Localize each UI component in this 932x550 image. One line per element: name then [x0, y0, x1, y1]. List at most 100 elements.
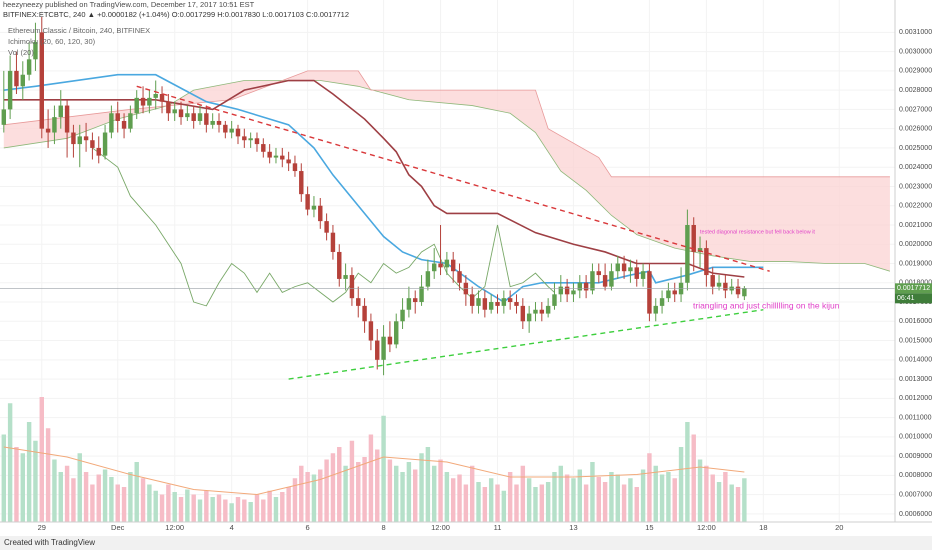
- candle-body: [83, 136, 89, 141]
- volume-bar: [204, 490, 209, 522]
- candle-body: [58, 105, 63, 118]
- volume-bar: [571, 478, 576, 522]
- candle-body: [337, 251, 342, 279]
- volume-bar: [159, 494, 165, 522]
- volume-bar: [254, 494, 260, 522]
- volume-bar: [704, 465, 709, 522]
- volume-bar: [564, 474, 570, 522]
- cloud: [3, 70, 890, 272]
- candle-body: [77, 136, 82, 145]
- volume-bar: [476, 482, 481, 522]
- countdown-box: [895, 293, 932, 304]
- y-tick-label: 0.0010000: [899, 434, 932, 441]
- volume-bar: [678, 447, 684, 522]
- x-tick-label: 13: [569, 523, 577, 532]
- candle-body: [419, 286, 424, 303]
- volume-bar: [172, 492, 177, 522]
- volume-bar: [20, 453, 26, 522]
- volume-bar: [349, 440, 355, 522]
- volume-bar: [394, 465, 399, 522]
- candle-body: [387, 336, 393, 345]
- volume-bar: [583, 484, 589, 522]
- trendline: [288, 309, 764, 380]
- volume-bar: [210, 497, 215, 522]
- volume-bar: [596, 477, 601, 522]
- y-tick-label: 0.0006000: [899, 511, 932, 518]
- candle-body: [647, 271, 652, 314]
- volume-bar: [134, 462, 139, 522]
- candle-body: [653, 305, 658, 314]
- x-tick-label: 15: [645, 523, 653, 532]
- candle-body: [375, 340, 380, 360]
- candle-body: [564, 286, 570, 295]
- candle-body: [90, 140, 95, 148]
- candle-body: [520, 305, 526, 322]
- volume-bar: [286, 487, 291, 522]
- volume-bar: [292, 478, 298, 522]
- candle-body: [204, 113, 209, 125]
- ticker-line: BITFINEX:ETCBTC, 240 ▲ +0.0000182 (+1.04…: [3, 10, 349, 19]
- candle-body: [349, 275, 355, 299]
- candle-body: [7, 70, 13, 110]
- volume-bar: [609, 472, 614, 522]
- volume-bar: [311, 474, 317, 522]
- candle-body: [52, 117, 57, 133]
- y-tick-label: 0.0024000: [899, 164, 932, 171]
- candle-body: [235, 128, 241, 137]
- volume-bar: [166, 484, 171, 522]
- volume-bar: [659, 474, 665, 522]
- volume-bar: [710, 474, 715, 522]
- publisher-line: heezyneezy published on TradingView.com,…: [3, 0, 255, 9]
- volume-bar: [356, 462, 361, 522]
- candle-body: [488, 302, 494, 310]
- candle-body: [425, 271, 431, 287]
- volume-bar: [425, 447, 431, 522]
- candle-body: [356, 298, 361, 306]
- x-tick-label: Dec: [111, 523, 125, 532]
- volume-bar: [552, 472, 557, 522]
- candle-body: [26, 59, 32, 75]
- last-price-box: [895, 283, 932, 294]
- candle-body: [115, 113, 120, 121]
- x-tick-label: 8: [381, 523, 385, 532]
- candle-body: [628, 267, 633, 272]
- volume-bar: [577, 469, 583, 522]
- candle-body: [261, 144, 266, 152]
- volume-bar: [77, 453, 82, 522]
- volume-bar: [197, 499, 203, 522]
- y-tick-label: 0.0025000: [899, 145, 932, 152]
- candle-body: [495, 302, 500, 306]
- volume-bar: [1, 434, 7, 522]
- y-tick-label: 0.0007000: [899, 491, 932, 498]
- candle-body: [71, 132, 76, 145]
- candle-body: [583, 282, 589, 291]
- candle-body: [501, 298, 507, 306]
- annotation: triangling and just chillllling on the k…: [693, 300, 840, 310]
- volume-bar: [501, 490, 507, 522]
- x-tick-label: 29: [38, 523, 46, 532]
- volume-bar: [685, 422, 690, 522]
- footer-text: Created with TradingView: [4, 538, 95, 547]
- volume-bar: [261, 499, 266, 522]
- candle-body: [311, 205, 317, 210]
- candle-body: [602, 275, 608, 287]
- chart-title: Ethereum Classic / Bitcoin, 240, BITFINE…: [8, 26, 150, 35]
- candle-body: [450, 259, 456, 272]
- candle-body: [343, 275, 348, 279]
- candle-body: [609, 271, 614, 287]
- volume-bar: [716, 482, 722, 522]
- volume-bar: [400, 472, 405, 522]
- candle-body: [413, 298, 418, 303]
- volume-bar: [216, 494, 222, 522]
- volume-bar: [729, 484, 734, 522]
- volume-bar: [305, 472, 310, 522]
- volume-bar: [267, 490, 272, 522]
- volume-bar: [615, 474, 620, 522]
- volume-bar: [647, 453, 652, 522]
- y-tick-label: 0.0015000: [899, 337, 932, 344]
- candle-body: [64, 105, 70, 133]
- volume-bar: [545, 482, 551, 522]
- y-tick-label: 0.0027000: [899, 106, 932, 113]
- candle-body: [400, 309, 405, 322]
